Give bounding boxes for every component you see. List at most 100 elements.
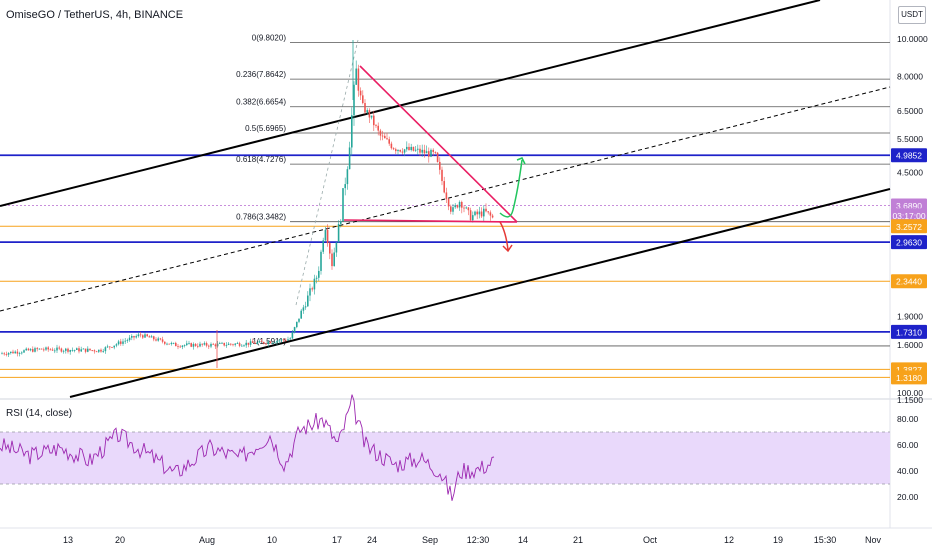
candle-body: [3, 353, 5, 355]
candle-body: [177, 346, 179, 347]
candle-body: [126, 340, 129, 341]
candle-body: [102, 351, 104, 352]
currency-button[interactable]: USDT: [898, 6, 926, 24]
candle-body: [401, 151, 404, 153]
triangle-lower-line: [343, 219, 518, 223]
candle-body: [280, 339, 283, 341]
fib-level-label: 0(9.8020): [252, 33, 287, 42]
price-badge-label: 2.9630: [896, 238, 922, 248]
candle-body: [432, 149, 434, 152]
candle-body: [395, 149, 397, 152]
candle-body: [326, 229, 329, 244]
candle-body: [16, 351, 19, 354]
y-tick-label: 6.5000: [897, 106, 923, 116]
candle-body: [302, 307, 305, 311]
x-tick-label: 13: [63, 535, 73, 545]
candle-body: [386, 138, 388, 140]
candle-body: [271, 342, 274, 344]
price-badge-label: 4.9852: [896, 151, 922, 161]
candle-body: [465, 207, 467, 209]
fib-level-label: 0.786(3.3482): [236, 213, 286, 222]
candle-body: [362, 95, 364, 104]
candle-body: [113, 345, 115, 348]
candle-body: [142, 335, 144, 338]
candle-body: [458, 201, 461, 208]
candle-body: [278, 340, 280, 342]
y-tick-label: 5.5000: [897, 134, 923, 144]
price-badge: [891, 274, 927, 289]
candle-body: [291, 332, 294, 339]
candle-body: [335, 242, 338, 253]
fib-level-label: 0.382(6.6654): [236, 98, 286, 107]
candle-body: [159, 338, 162, 340]
candle-body: [366, 110, 368, 113]
candle-body: [192, 344, 195, 347]
candle-body: [370, 115, 373, 118]
price-badge: [891, 235, 927, 250]
candle-body: [137, 334, 140, 337]
candle-body: [1, 353, 3, 355]
candle-body: [293, 327, 296, 333]
candle-body: [76, 348, 78, 350]
price-badge: [891, 219, 927, 234]
breakdown-arrowhead: [502, 244, 513, 253]
triangle-upper-line: [359, 65, 518, 223]
candle-body: [115, 344, 118, 346]
candle-body: [337, 223, 340, 243]
candle-body: [175, 342, 177, 347]
candle-body: [408, 146, 410, 150]
candle-body: [351, 115, 353, 148]
x-tick-label: 12: [724, 535, 734, 545]
candle-body: [260, 341, 263, 342]
candle-body: [267, 341, 269, 344]
candle-body: [397, 149, 399, 152]
candle-body: [179, 346, 181, 348]
candle-body: [368, 110, 371, 118]
candle-body: [472, 215, 474, 221]
candle-body: [329, 243, 331, 254]
candle-body: [100, 349, 102, 352]
candle-body: [313, 278, 316, 290]
candle-body: [232, 344, 234, 346]
candle-body: [69, 350, 71, 352]
candle-body: [73, 349, 76, 351]
candle-body: [463, 207, 465, 209]
candle-body: [25, 348, 27, 351]
candle-body: [157, 338, 159, 341]
candle-body: [106, 346, 109, 348]
chart-title: OmiseGO / TetherUS, 4h, BINANCE: [6, 9, 184, 21]
candle-body: [318, 270, 320, 278]
candle-body: [164, 341, 166, 344]
candle-body: [201, 343, 203, 345]
candle-body: [425, 151, 428, 154]
candle-body: [348, 147, 351, 170]
candle-body: [276, 340, 278, 343]
candle-body: [58, 347, 60, 349]
candle-body: [82, 348, 85, 350]
y-tick-label: 1.1500: [897, 395, 923, 405]
candle-body: [406, 146, 408, 150]
candle-body: [419, 148, 421, 153]
candle-body: [219, 343, 221, 344]
candle-body: [423, 149, 426, 154]
x-tick-label: 14: [518, 535, 528, 545]
candle-body: [450, 206, 452, 212]
rsi-band: [0, 432, 890, 484]
candle-body: [414, 149, 417, 151]
candle-body: [210, 343, 212, 347]
candle-body: [381, 135, 384, 137]
candle-body: [412, 146, 415, 151]
candle-body: [469, 210, 472, 221]
channel-lower-line: [69, 188, 891, 398]
candle-body: [434, 151, 437, 153]
price-badge-label: 1.3180: [896, 373, 922, 383]
candle-body: [221, 342, 223, 344]
x-tick-label: 20: [115, 535, 125, 545]
candle-body: [14, 351, 16, 354]
candle-body: [18, 353, 21, 354]
x-tick-label: Sep: [422, 535, 438, 545]
candle-body: [403, 149, 406, 153]
candle-body: [340, 221, 342, 224]
